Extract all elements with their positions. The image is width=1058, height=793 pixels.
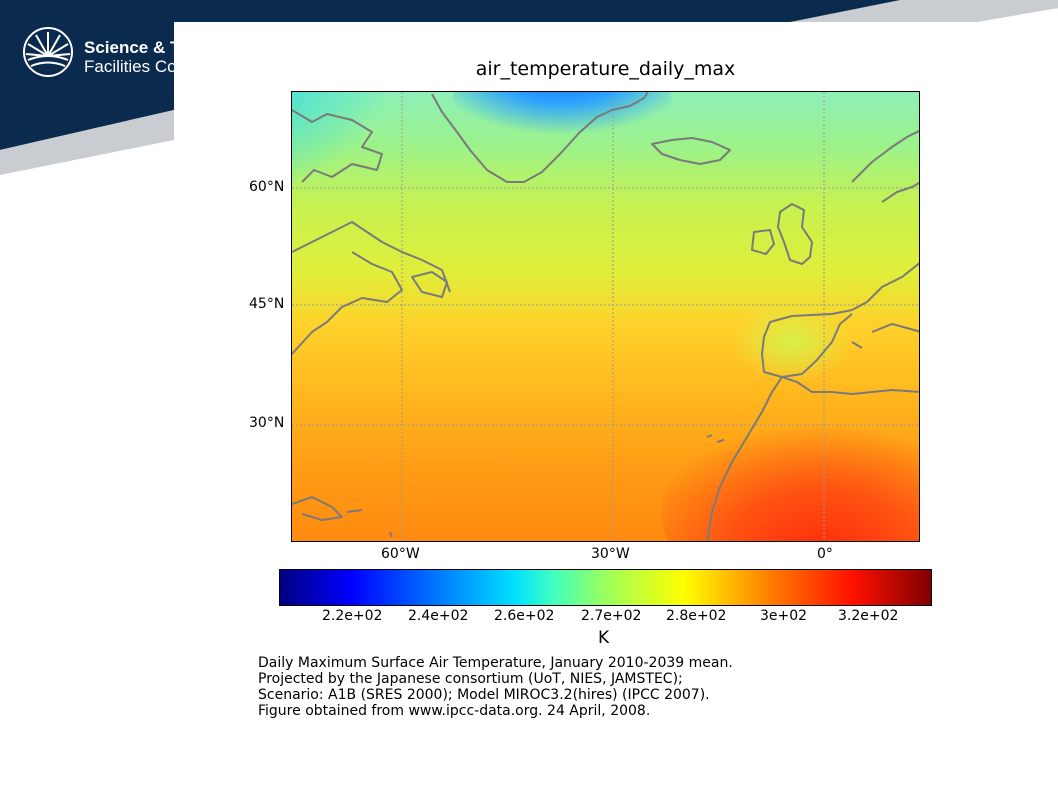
organization-logo-text: Science & Te Facilities Cou xyxy=(84,38,189,76)
logo-line1: Science & Te xyxy=(84,38,189,57)
colorbar-tick: 2.4e+02 xyxy=(408,608,469,624)
lon-label-60w: 60°W xyxy=(381,546,420,562)
colorbar-tick: 2.6e+02 xyxy=(494,608,555,624)
colorbar-tick: 2.8e+02 xyxy=(666,608,727,624)
caption-line: Daily Maximum Surface Air Temperature, J… xyxy=(258,655,733,671)
sunburst-logo-icon xyxy=(22,26,74,78)
caption-line: Scenario: A1B (SRES 2000); Model MIROC3.… xyxy=(258,687,710,703)
temperature-map xyxy=(291,91,920,542)
colorbar xyxy=(279,569,932,606)
colorbar-tick: 3.2e+02 xyxy=(838,608,899,624)
lat-label-60n: 60°N xyxy=(249,179,285,195)
colorbar-tick: 3e+02 xyxy=(760,608,808,624)
lon-label-0: 0° xyxy=(817,546,833,562)
caption-line: Projected by the Japanese consortium (Uo… xyxy=(258,671,683,687)
lat-label-30n: 30°N xyxy=(249,415,285,431)
caption-line: Figure obtained from www.ipcc-data.org. … xyxy=(258,703,651,719)
logo-line2: Facilities Cou xyxy=(84,57,187,76)
figure-caption: Daily Maximum Surface Air Temperature, J… xyxy=(258,655,733,719)
colorbar-unit: K xyxy=(598,628,610,648)
lon-label-30w: 30°W xyxy=(591,546,630,562)
lat-label-45n: 45°N xyxy=(249,296,285,312)
colorbar-tick: 2.7e+02 xyxy=(581,608,642,624)
colorbar-tick: 2.2e+02 xyxy=(322,608,383,624)
figure-title: air_temperature_daily_max xyxy=(475,58,736,80)
